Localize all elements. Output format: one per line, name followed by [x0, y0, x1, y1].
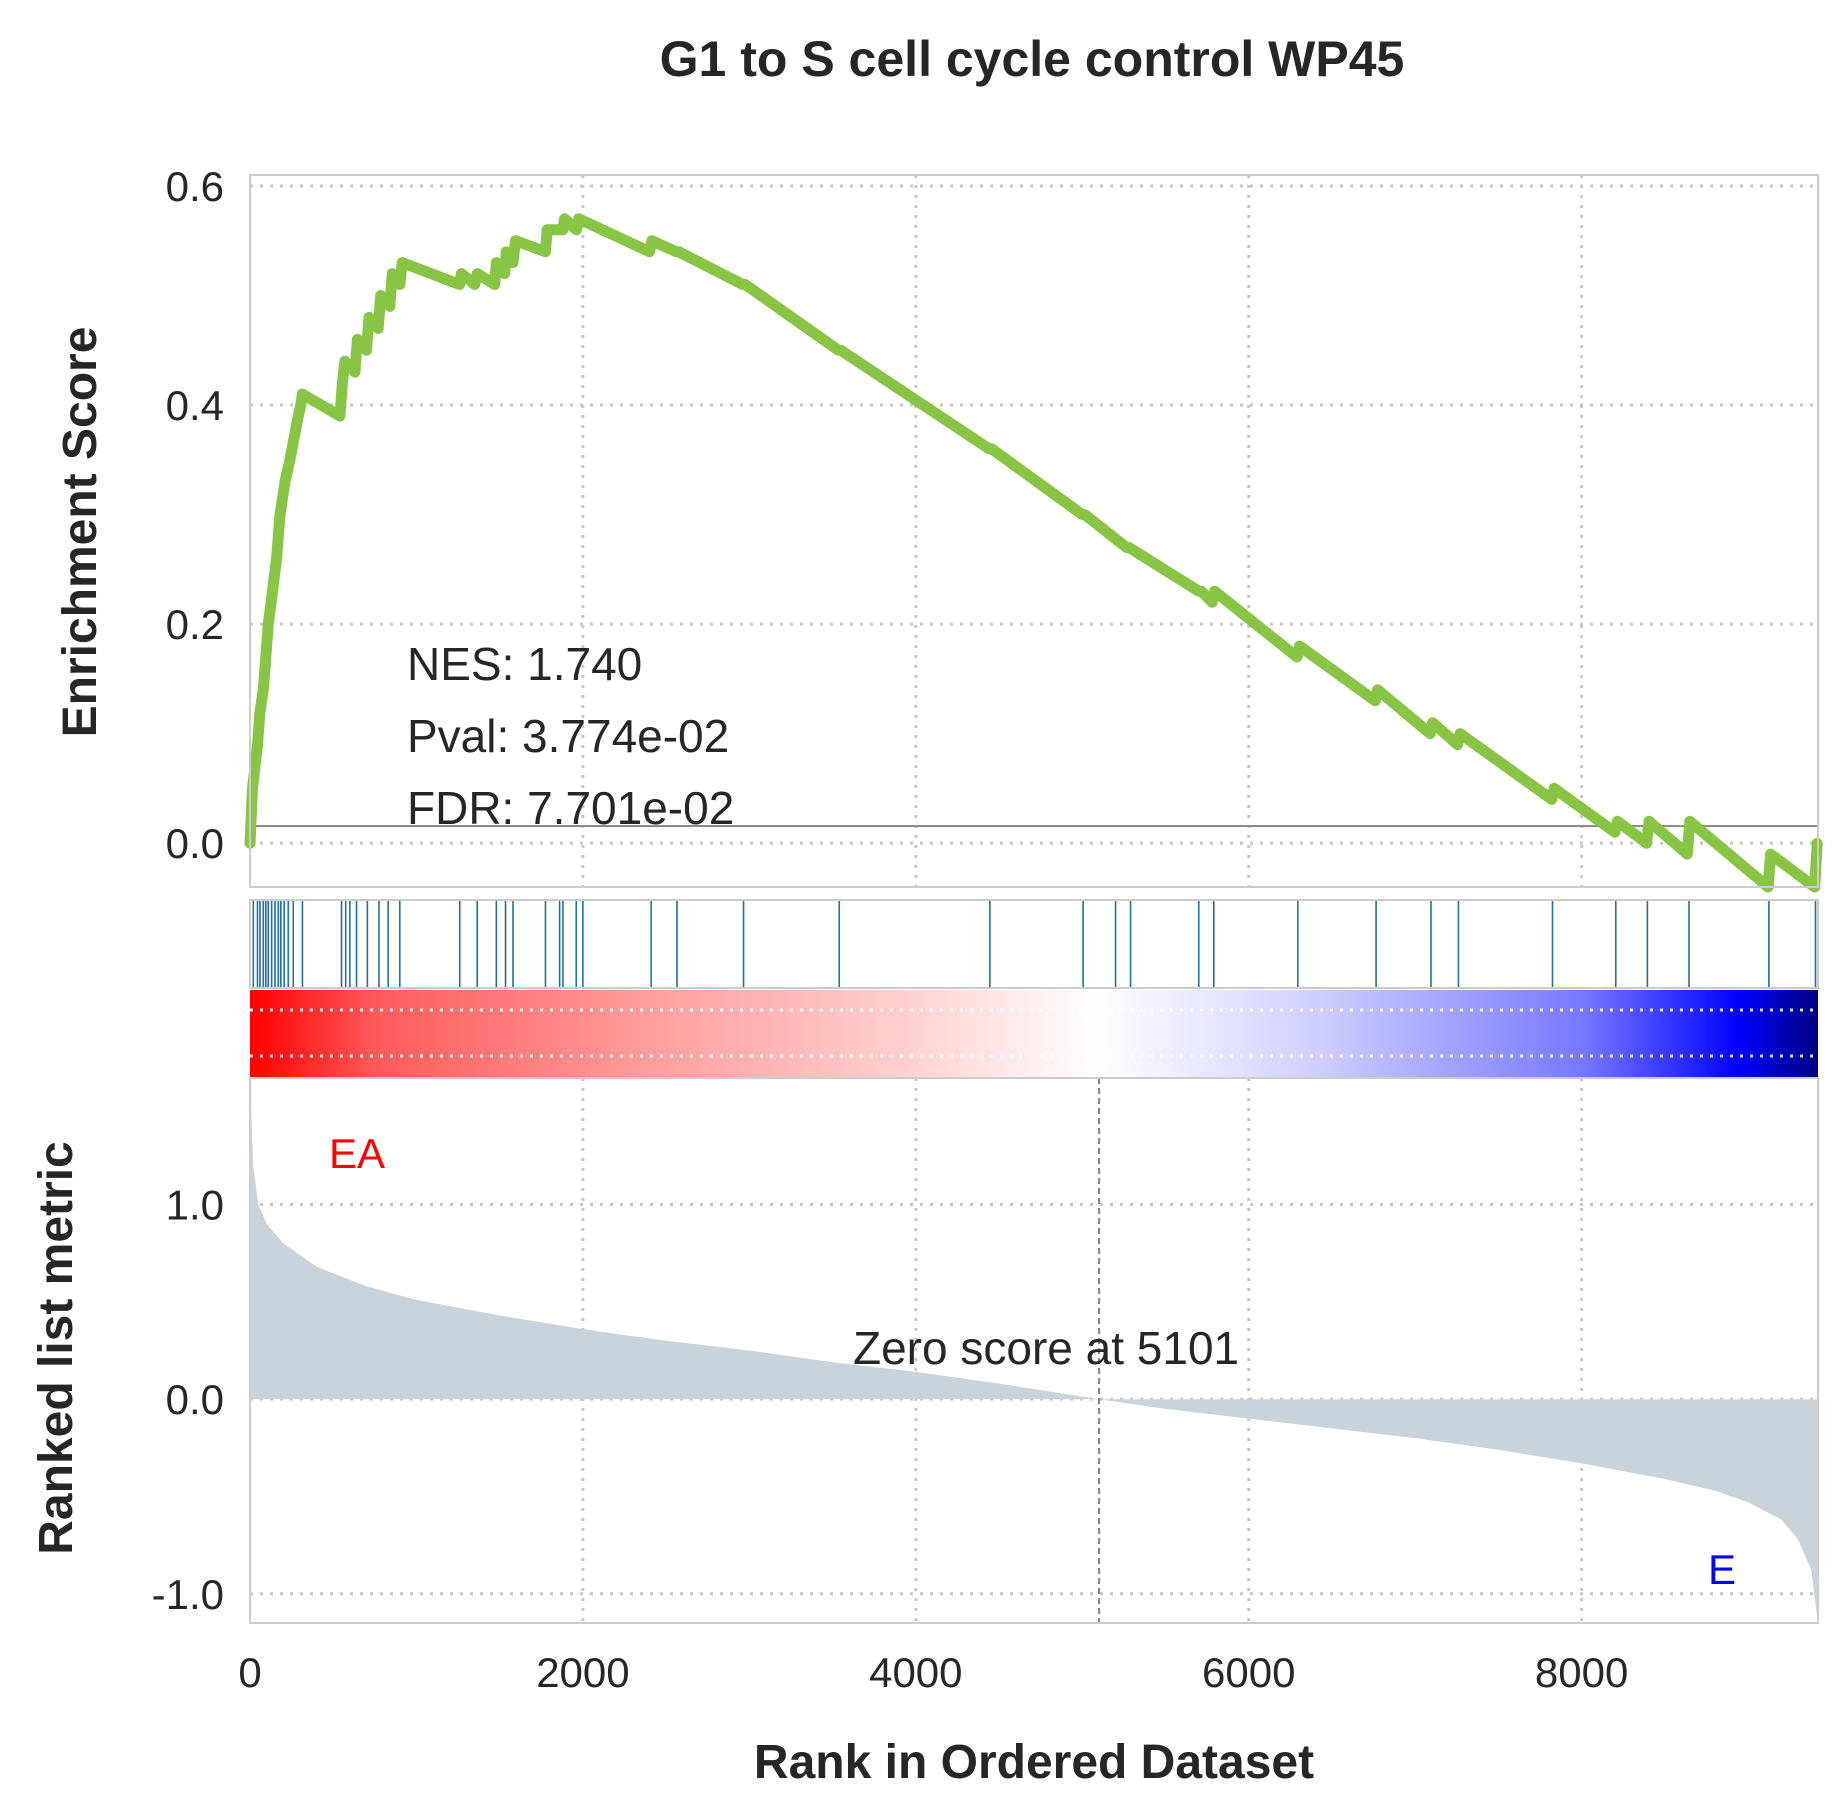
enrichment-y-tick-2: 0.4 — [166, 382, 224, 429]
zero-score-text: Zero score at 5101 — [853, 1322, 1239, 1374]
ranked-metric-panel: Zero score at 5101 EA E -1.0 0.0 1.0 Ranke… — [30, 1077, 1819, 1624]
x-tick-3: 6000 — [1202, 1649, 1295, 1696]
ranked-ylabel: Ranked list metric — [30, 1141, 83, 1554]
phenotype-negative-label: E — [1708, 1546, 1736, 1593]
x-tick-4: 8000 — [1535, 1649, 1628, 1696]
gene-hits-panel — [249, 899, 1819, 989]
enrichment-y-tick-0: 0.0 — [166, 820, 224, 867]
ranked-y-tick-0: -1.0 — [152, 1571, 224, 1618]
enrichment-y-tick-1: 0.2 — [166, 601, 224, 648]
ranked-y-tick-1: 0.0 — [166, 1376, 224, 1423]
nes-text: NES: 1.740 — [407, 638, 642, 690]
ranking-gradient-panel — [250, 990, 1818, 1078]
enrichment-y-ticks: 0.0 0.2 0.4 0.6 — [166, 163, 224, 867]
gene-hit-lines — [252, 900, 1817, 988]
enrichment-grid — [250, 175, 1818, 887]
ranking-gradient-bar — [250, 990, 1818, 1078]
enrichment-ylabel: Enrichment Score — [54, 327, 107, 738]
fdr-text: FDR: 7.701e-02 — [407, 782, 734, 834]
ranked-metric-area — [250, 1083, 1818, 1623]
phenotype-positive-label: EA — [329, 1130, 385, 1177]
enrichment-score-line — [244, 213, 1823, 893]
x-axis-label: Rank in Ordered Dataset — [754, 1736, 1314, 1789]
enrichment-score-panel: 0.0 0.2 0.4 0.6 Enrichment Score NES: 1.740… — [54, 163, 1823, 893]
hits-frame — [249, 899, 1819, 989]
enrichment-frame — [249, 174, 1819, 888]
x-tick-0: 0 — [238, 1649, 261, 1696]
chart-title: G1 to S cell cycle control WP45 — [660, 31, 1405, 87]
x-tick-1: 2000 — [536, 1649, 629, 1696]
x-tick-2: 4000 — [869, 1649, 962, 1696]
enrichment-y-tick-3: 0.6 — [166, 163, 224, 210]
pval-text: Pval: 3.774e-02 — [407, 710, 729, 762]
ranked-frame — [249, 1077, 1819, 1624]
ranked-y-tick-2: 1.0 — [166, 1182, 224, 1229]
ranked-y-ticks: -1.0 0.0 1.0 — [152, 1182, 224, 1618]
x-tick-labels: 0 2000 4000 6000 8000 — [238, 1649, 1628, 1696]
